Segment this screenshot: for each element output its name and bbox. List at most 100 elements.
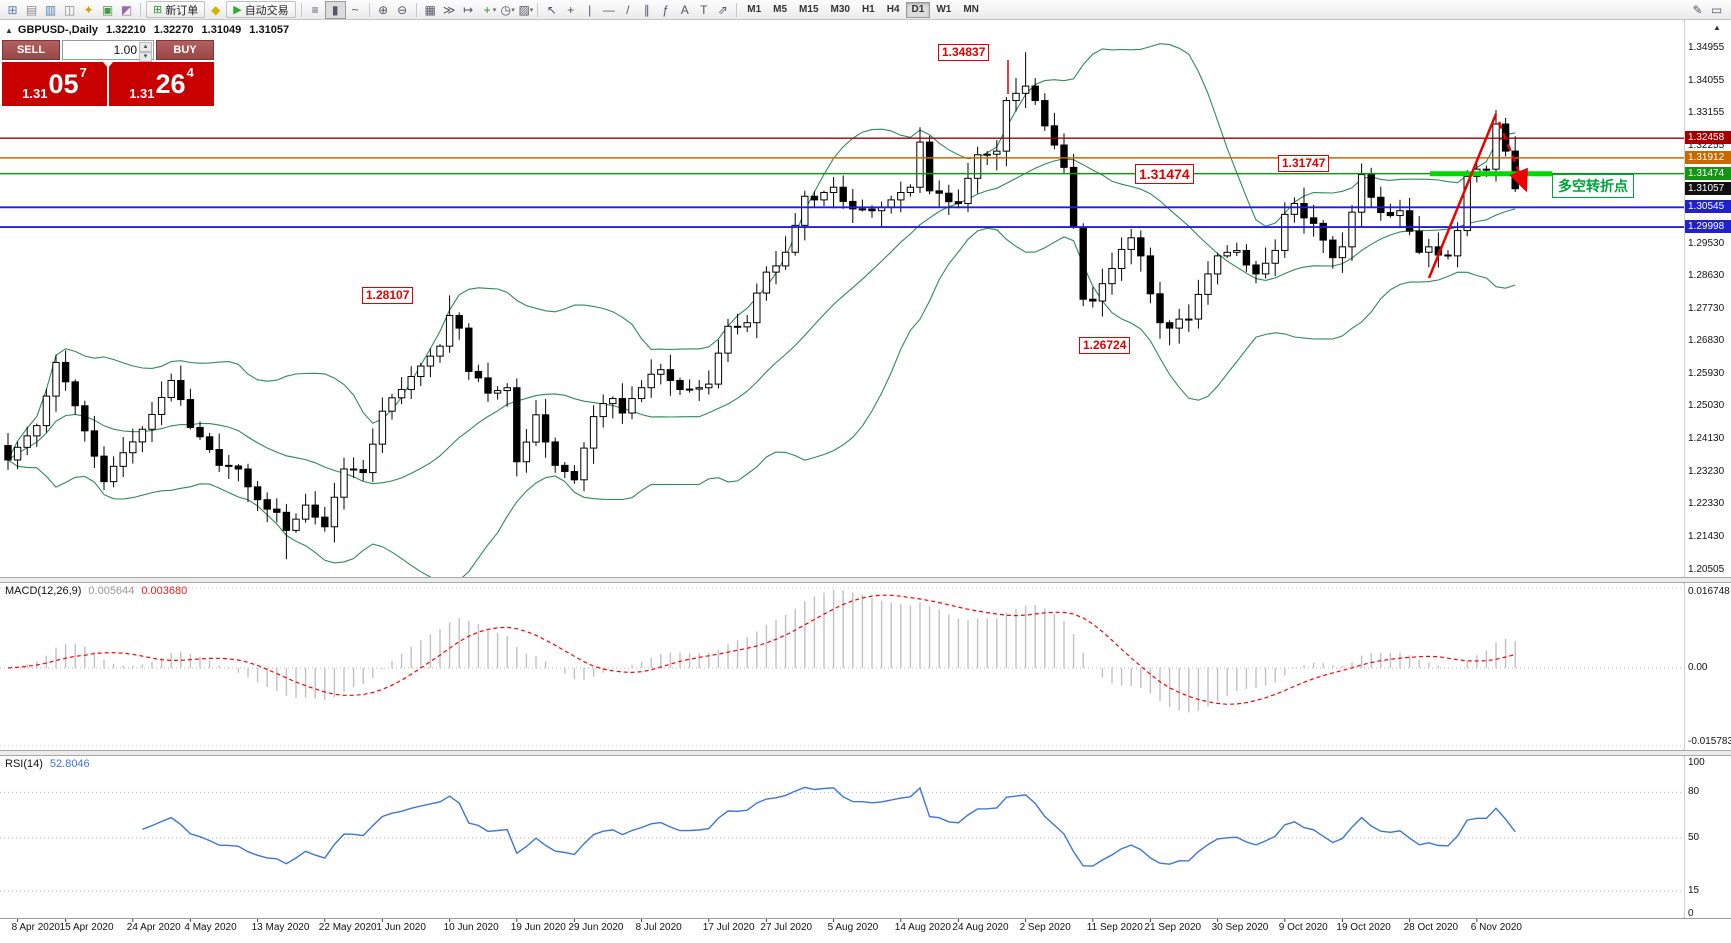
terminal-icon[interactable]: ▣ [101, 2, 114, 17]
vertical-line-icon[interactable]: | [588, 2, 592, 17]
macd-bar [1351, 662, 1353, 668]
horizontal-line-icon[interactable]: — [602, 2, 615, 17]
macd-bar [391, 661, 393, 668]
timeframe-w1[interactable]: W1 [930, 2, 957, 18]
price-tag-oct-high[interactable]: 1.31747 [1278, 155, 1330, 173]
fibonacci-icon[interactable]: ƒ [662, 2, 670, 17]
candle-up [897, 191, 905, 201]
toolbar-right-icons: ✎ ▭ [1688, 2, 1726, 18]
volume-down-icon[interactable]: ▾ [139, 52, 152, 62]
chart-profiles-icon[interactable]: ▤ [25, 2, 38, 17]
timeframe-mn[interactable]: MN [957, 2, 985, 18]
macd-bar [612, 668, 614, 669]
buy-price-display[interactable]: 1.31 26 4 [109, 62, 214, 106]
templates-icon-caret[interactable]: ▾ [529, 6, 534, 14]
timeframe-h1[interactable]: H1 [856, 2, 881, 18]
text-icon[interactable]: A [680, 2, 689, 17]
bar-chart-icon[interactable]: ≡ [311, 2, 319, 17]
volume-input[interactable] [63, 42, 153, 58]
macd-signal-line[interactable] [7, 594, 1516, 705]
volume-steppers[interactable]: ▴ ▾ [139, 42, 152, 62]
periods-icon-caret[interactable]: ▾ [511, 6, 515, 14]
price-scale-label: 1.21430 [1688, 530, 1725, 542]
macd-layer[interactable] [0, 584, 1684, 749]
timeframe-m15[interactable]: M15 [793, 2, 824, 18]
new-chart-icon[interactable]: ⊞ [7, 2, 18, 17]
panel-separator[interactable] [0, 577, 1731, 583]
autotrading-button[interactable]: ▶ 自动交易 [226, 1, 296, 18]
macd-bar [1111, 668, 1113, 684]
docked-object-icon[interactable]: ▭ [1710, 3, 1723, 17]
macd-bar [314, 668, 316, 699]
chart-shift-icon[interactable]: ↦ [463, 2, 474, 17]
auto-scroll-icon[interactable]: ≫ [442, 2, 456, 17]
timeframe-m1[interactable]: M1 [741, 2, 767, 18]
arrows-icon[interactable]: ⇗ [717, 2, 728, 17]
rsi-plot-area[interactable] [0, 757, 1684, 917]
price-tag-mid-level[interactable]: 1.31474 [1135, 163, 1194, 184]
candle-down [1367, 174, 1375, 198]
red-dashed-projection-arrow[interactable] [1497, 121, 1528, 193]
bollinger-middle-band[interactable] [7, 158, 1516, 485]
price-tag-sep-high[interactable]: 1.34837 [938, 43, 990, 61]
panel-separator[interactable] [0, 750, 1731, 756]
candle-up [1213, 255, 1222, 275]
text-label-icon[interactable]: T [700, 2, 708, 17]
market-watch-icon[interactable]: ▥ [44, 2, 57, 17]
timeframe-m5[interactable]: M5 [767, 2, 793, 18]
red-up-trendline[interactable] [1427, 113, 1498, 279]
tile-windows-icon[interactable]: ▦ [424, 2, 436, 17]
indicators-add-icon[interactable]: + [483, 2, 491, 17]
crosshair-icon[interactable]: + [567, 2, 575, 17]
trendline-icon[interactable]: / [626, 2, 630, 17]
price-level-label-1.31474: 1.31474 [1685, 166, 1731, 180]
zoom-out-icon[interactable]: ⊖ [397, 2, 408, 17]
volume-up-icon[interactable]: ▴ [139, 42, 152, 52]
timeframe-m30[interactable]: M30 [825, 2, 856, 18]
zoom-in-icon[interactable]: ⊕ [378, 2, 389, 17]
bollinger-upper-band[interactable] [7, 43, 1516, 461]
macd-plot-area[interactable] [0, 584, 1684, 749]
volume-control[interactable]: ▴ ▾ [62, 40, 154, 62]
data-window-icon[interactable]: ◫ [63, 2, 76, 17]
chart-plot-area[interactable] [0, 21, 1684, 577]
candle-down [1031, 85, 1039, 102]
scale-scroll-up-icon[interactable]: ▲ [1713, 23, 1721, 32]
bollinger-lower-band[interactable] [7, 227, 1516, 583]
candle-up [292, 518, 300, 531]
pivot-note-annotation[interactable]: 多空转折点 [1552, 174, 1634, 198]
cursor-icon[interactable]: ↖ [546, 2, 557, 17]
buy-button[interactable]: BUY [156, 40, 214, 60]
timeframe-h4[interactable]: H4 [881, 2, 906, 18]
price-tag-sep-low[interactable]: 1.26724 [1079, 336, 1131, 354]
strategy-tester-icon[interactable]: ◩ [120, 2, 133, 17]
candle-up [532, 414, 540, 443]
main-chart-layer[interactable] [0, 21, 1684, 583]
periods-icon[interactable]: ◷ [500, 2, 511, 17]
indicators-add-icon-caret[interactable]: ▾ [492, 6, 497, 14]
new-order-button[interactable]: ⊞ 新订单 [146, 1, 206, 18]
macd-bar [909, 605, 912, 668]
candlestick-chart-icon[interactable]: ▮ [324, 0, 346, 19]
timeframe-d1[interactable]: D1 [905, 1, 931, 18]
templates-icon[interactable]: ▨ [518, 2, 530, 17]
metaeditor-icon[interactable]: ◆ [211, 2, 221, 17]
buy-price-big: 26 [155, 69, 186, 99]
ohlc-close: 1.31057 [249, 24, 290, 36]
price-tag-jun-high[interactable]: 1.28107 [362, 286, 414, 304]
rsi-layer[interactable] [0, 757, 1684, 917]
candle-down [1377, 196, 1385, 214]
sell-price-display[interactable]: 1.31 05 7 [2, 62, 107, 106]
rsi-line[interactable] [142, 786, 1516, 867]
date-label: 29 Jun 2020 [568, 922, 624, 933]
channel-icon[interactable]: ∥ [643, 2, 650, 17]
macd-histogram[interactable] [16, 590, 1516, 713]
candle-up [1098, 283, 1107, 302]
navigator-icon[interactable]: ✦ [83, 2, 94, 17]
pencil-icon[interactable]: ✎ [1692, 3, 1703, 17]
toolbar-separator [300, 2, 302, 17]
line-chart-icon[interactable]: ~ [351, 2, 359, 17]
chart-header: ▲ GBPUSD-,Daily 1.32210 1.32270 1.31049 … [5, 24, 289, 36]
sell-button[interactable]: SELL [2, 40, 60, 60]
